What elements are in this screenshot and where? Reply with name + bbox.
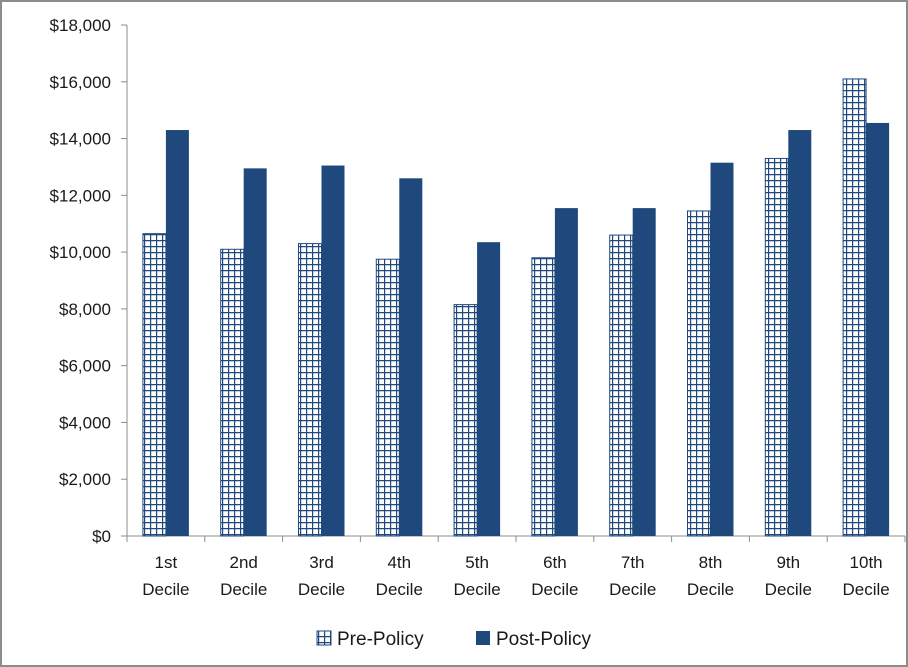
y-tick-label: $0 (92, 527, 111, 546)
x-tick-label: 9th Decile (765, 553, 812, 599)
y-tick-label: $16,000 (50, 73, 111, 92)
bar-pre-policy (764, 157, 789, 537)
y-tick-label: $14,000 (50, 130, 111, 149)
legend-label: Post-Policy (496, 629, 592, 650)
legend-swatch-pre-policy (316, 630, 332, 646)
y-tick-label: $2,000 (59, 470, 111, 489)
x-tick-label: 5th Decile (453, 553, 500, 599)
x-tick-label: 4th Decile (376, 553, 423, 599)
bar-pre-policy (609, 234, 634, 537)
y-axis: $0 $2,000 $4,000 $6,000 $8,000 $10,000 $12,000… (50, 16, 128, 546)
bars (142, 78, 890, 537)
bar-pre-policy (453, 304, 478, 537)
bar-post-policy (866, 122, 890, 537)
x-tick-label: 6th Decile (531, 553, 578, 599)
bar-post-policy (399, 178, 423, 537)
y-tick-label: $6,000 (59, 357, 111, 376)
bar-post-policy (554, 208, 578, 536)
bar-post-policy (788, 130, 812, 537)
x-tick-label: 8th Decile (687, 553, 734, 599)
bar-pre-policy (298, 243, 322, 537)
y-tick-label: $12,000 (50, 186, 111, 205)
bar-post-policy (165, 130, 189, 537)
bar-post-policy (321, 165, 345, 536)
bar-pre-policy (375, 258, 400, 537)
x-tick-label: 2nd Decile (220, 553, 267, 599)
x-tick-label: 7th Decile (609, 553, 656, 599)
y-tick-label: $10,000 (50, 243, 111, 262)
bar-post-policy (243, 168, 267, 536)
bar-pre-policy (142, 233, 167, 537)
legend-label: Pre-Policy (337, 629, 424, 650)
y-tick-label: $4,000 (59, 413, 111, 432)
legend-swatch-post-policy (476, 631, 490, 645)
bar-pre-policy (687, 210, 711, 537)
y-tick-label: $8,000 (59, 300, 111, 319)
x-tick-label: 1st Decile (142, 553, 189, 599)
x-axis: 1st Decile 2nd Decile 3rd Decile 4th Decile 5th D… (126, 535, 906, 599)
bar-pre-policy (842, 78, 867, 537)
bar-post-policy (632, 208, 656, 536)
bar-pre-policy (531, 257, 556, 537)
legend: Pre-Policy Post-Policy (316, 629, 592, 650)
bar-pre-policy (220, 248, 245, 537)
bar-post-policy (710, 162, 734, 537)
y-tick-label: $18,000 (50, 16, 111, 35)
x-tick-label: 10th Decile (842, 553, 889, 599)
x-tick-label: 3rd Decile (298, 553, 345, 599)
bar-post-policy (477, 242, 501, 537)
